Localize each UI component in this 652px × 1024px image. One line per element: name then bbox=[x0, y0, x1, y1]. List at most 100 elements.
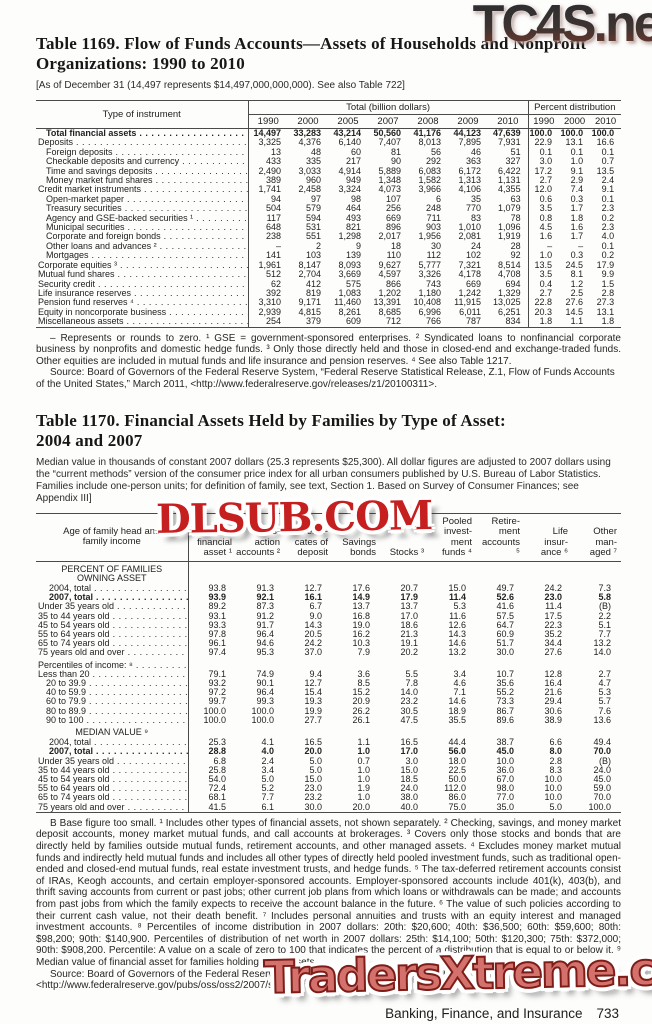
value-cell: 6.1 bbox=[261, 801, 274, 812]
section-header-row: MEDIAN VALUE ⁹ bbox=[36, 724, 621, 739]
value-cell: 21.3 bbox=[400, 628, 418, 639]
column-group-percent-distribution: Percent distribution bbox=[527, 100, 622, 115]
value-cell: 0.1 bbox=[601, 146, 615, 157]
value-cell: 9,171 bbox=[298, 297, 321, 308]
empty-cell bbox=[187, 724, 621, 739]
table-row: 75 years old and over41.5 6.1 30.0 20.0 40.0… bbox=[36, 801, 621, 813]
value-cell: 14.5 bbox=[565, 306, 584, 317]
table-row: Other loans and advances ²–2918302428––0… bbox=[36, 240, 621, 252]
value-cell: 8.3 bbox=[549, 764, 562, 775]
value-cell: 16.1 bbox=[304, 592, 322, 603]
value-cell: 433 bbox=[247, 156, 288, 167]
value-cell: 4,106 bbox=[458, 184, 481, 195]
value-cell: 97.4 bbox=[187, 648, 236, 658]
value-cell: 60.9 bbox=[496, 628, 514, 639]
value-cell: 16.5 bbox=[400, 737, 418, 748]
value-cell: 19.1 bbox=[400, 638, 418, 649]
percent-column-header: 1990 bbox=[527, 114, 560, 129]
column-header-any-financial-asset: Any financial asset ¹ bbox=[187, 513, 236, 562]
table-1169-title: Table 1169. Flow of Funds Accounts—Asset… bbox=[36, 34, 586, 73]
value-cell: 8.1 bbox=[570, 269, 584, 280]
value-cell: 5.0 bbox=[549, 801, 562, 812]
value-cell: 7.3 bbox=[598, 582, 611, 593]
year-column-header: 2008 bbox=[408, 114, 448, 129]
value-cell: 766 bbox=[425, 316, 441, 327]
value-cell: 100.0 bbox=[251, 714, 274, 725]
family-assets-table: Age of family head and family income Any… bbox=[36, 512, 621, 813]
value-cell: 1,582 bbox=[418, 175, 441, 186]
value-cell: 50.0 bbox=[448, 773, 466, 784]
value-cell: 1.6 bbox=[527, 232, 560, 242]
table-row: Municipal securities648 531 821 896 903 1,010… bbox=[36, 222, 621, 233]
value-cell: 896 bbox=[385, 222, 401, 233]
value-cell: 81 bbox=[390, 146, 401, 157]
row-label: Other loans and advances ² bbox=[36, 242, 248, 251]
flow-of-funds-table: Type of instrument Total (billion dollar… bbox=[36, 100, 622, 328]
value-cell: 30.0 bbox=[304, 801, 322, 812]
value-cell: 28.8 bbox=[187, 747, 236, 757]
year-column-header: 2005 bbox=[328, 114, 368, 129]
value-cell: 743 bbox=[425, 278, 441, 289]
value-cell: 22.3 bbox=[544, 619, 562, 630]
value-cell: 73.3 bbox=[496, 696, 514, 707]
value-cell: 4.6 bbox=[453, 677, 466, 688]
value-cell: 4,178 bbox=[458, 269, 481, 280]
value-cell: 24.2 bbox=[304, 638, 322, 649]
value-cell: 531 bbox=[305, 222, 321, 233]
value-cell: 10.0 bbox=[544, 773, 562, 784]
row-label: Mortgages bbox=[36, 251, 248, 260]
row-label: Deposits bbox=[36, 138, 248, 147]
value-cell: 26.2 bbox=[352, 705, 370, 716]
table-row: Percentiles of income: ⁸ bbox=[36, 657, 621, 670]
value-cell: 3,033 bbox=[298, 165, 321, 176]
row-label: 65 to 74 years old bbox=[36, 793, 188, 802]
value-cell: 62 bbox=[247, 279, 288, 289]
row-label: 45 to 54 years old bbox=[36, 621, 188, 630]
value-cell: 3,325 bbox=[247, 137, 288, 148]
value-cell: 13 bbox=[247, 147, 288, 158]
empty-cell bbox=[187, 561, 621, 584]
value-cell: 1,961 bbox=[247, 260, 288, 271]
value-cell: 2.7 bbox=[598, 668, 611, 679]
value-cell: 1,202 bbox=[378, 287, 401, 298]
value-cell: 74.9 bbox=[256, 668, 274, 679]
value-cell: 86.0 bbox=[448, 792, 466, 803]
value-cell: 9.4 bbox=[309, 668, 322, 679]
row-label: 55 to 64 years old bbox=[36, 784, 188, 793]
value-cell: 0.2 bbox=[601, 212, 615, 223]
empty-cell bbox=[187, 657, 621, 670]
value-cell: (B) bbox=[599, 755, 611, 766]
value-cell: 1,741 bbox=[247, 185, 288, 195]
row-label: Municipal securities bbox=[36, 223, 248, 232]
value-cell: 12.6 bbox=[448, 619, 466, 630]
table-row: 60 to 79.999.7 99.3 19.3 20.9 23.2 14.6 73.3 29… bbox=[36, 696, 621, 707]
value-cell: 93.1 bbox=[187, 611, 236, 621]
table-row: 55 to 64 years old72.4 5.2 23.0 1.9 24.0 112.… bbox=[36, 783, 621, 794]
value-cell: 95.3 bbox=[256, 647, 274, 658]
value-cell: 1.5 bbox=[601, 278, 615, 289]
value-cell: 5,777 bbox=[418, 259, 441, 270]
value-cell: 38.0 bbox=[400, 792, 418, 803]
value-cell: 4,914 bbox=[338, 165, 361, 176]
value-cell: 40.0 bbox=[400, 801, 418, 812]
value-cell: 1,083 bbox=[338, 287, 361, 298]
value-cell: 22.8 bbox=[527, 297, 560, 308]
value-cell: 0.2 bbox=[601, 250, 615, 261]
value-cell: 6,172 bbox=[458, 165, 481, 176]
column-group-total-billions: Total (billion dollars) bbox=[247, 100, 529, 115]
value-cell: 1,348 bbox=[378, 175, 401, 186]
value-cell: (B) bbox=[599, 601, 611, 612]
value-cell: 0.6 bbox=[527, 194, 560, 205]
table-row: Corporate equities ³1,961 8,147 8,093 9,627… bbox=[36, 259, 621, 271]
value-cell: 6,011 bbox=[459, 306, 481, 317]
row-label: Miscellaneous assets bbox=[36, 317, 248, 327]
column-header-retirement-accounts: Retire- ment accounts ⁵ bbox=[476, 513, 524, 562]
value-cell: 3.5 bbox=[527, 269, 560, 280]
value-cell: 551 bbox=[305, 231, 321, 242]
value-cell: 100.0 bbox=[527, 128, 560, 139]
value-cell: 0.1 bbox=[601, 240, 615, 251]
value-cell: 6,083 bbox=[418, 165, 441, 176]
value-cell: 3,669 bbox=[338, 269, 361, 280]
table-row: 90 to 100100.0100.027.726.147.535.589.63… bbox=[36, 714, 621, 725]
value-cell: 363 bbox=[465, 156, 481, 167]
